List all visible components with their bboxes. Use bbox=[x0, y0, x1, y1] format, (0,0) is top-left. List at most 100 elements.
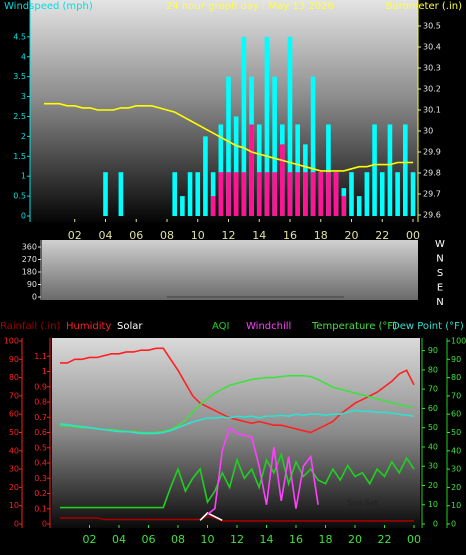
bar bbox=[249, 124, 254, 216]
panel-background bbox=[42, 240, 418, 300]
bar bbox=[364, 172, 370, 216]
series-line bbox=[60, 347, 415, 434]
x-tick-label: 12 bbox=[230, 533, 244, 546]
y-tick-label: 0 bbox=[14, 520, 19, 529]
bar bbox=[403, 124, 408, 216]
bar bbox=[272, 172, 277, 216]
y3-tick-label: 0.2 bbox=[34, 489, 47, 498]
series-line bbox=[59, 409, 415, 435]
x-tick-label: 14 bbox=[252, 229, 266, 242]
y-tick-label: 180 bbox=[22, 268, 37, 277]
y2-tick-label: 30.2 bbox=[423, 85, 441, 94]
bar bbox=[233, 116, 239, 216]
bar bbox=[272, 76, 277, 217]
y2-tick-label: 30 bbox=[428, 462, 438, 471]
x-tick-label: 02 bbox=[83, 533, 97, 546]
compass-label: N bbox=[436, 297, 443, 308]
x-tick-label: 18 bbox=[314, 229, 328, 242]
bar bbox=[295, 124, 300, 216]
bar bbox=[341, 196, 347, 216]
bar bbox=[310, 76, 316, 217]
x-tick-label: 02 bbox=[68, 229, 82, 242]
y3-tick-label: 0 bbox=[42, 520, 47, 529]
y2-tick-label: 90 bbox=[428, 346, 438, 355]
x-tick-label: 00 bbox=[406, 229, 420, 242]
y2-tick-label: 30.3 bbox=[423, 64, 441, 73]
x-tick-label: 08 bbox=[171, 533, 185, 546]
x-tick-label: 22 bbox=[378, 533, 392, 546]
y2-tick-label: 29.8 bbox=[423, 169, 441, 178]
legend-label: Rainfall (.in) bbox=[0, 321, 61, 332]
bar bbox=[233, 172, 239, 216]
series-line bbox=[207, 426, 319, 515]
y3-tick-label: 1 bbox=[42, 367, 47, 376]
y-tick-label: 90 bbox=[9, 355, 19, 364]
y3-tick-label: 0.4 bbox=[34, 459, 47, 468]
bar bbox=[410, 172, 416, 216]
y4-tick-label: 50 bbox=[451, 428, 461, 437]
x-tick-label: 04 bbox=[112, 533, 126, 546]
bar bbox=[287, 172, 293, 216]
y-tick-label: 0 bbox=[21, 212, 26, 221]
y-tick-label: 1.5 bbox=[13, 152, 26, 161]
y3-tick-label: 0.6 bbox=[34, 428, 47, 437]
bar bbox=[180, 196, 185, 216]
compass-label: W bbox=[435, 239, 445, 250]
y2-tick-label: 70 bbox=[428, 385, 438, 394]
y4-tick-label: 30 bbox=[451, 465, 461, 474]
x-tick-label: 06 bbox=[142, 533, 156, 546]
y-tick-label: 360 bbox=[22, 243, 37, 252]
bar bbox=[226, 172, 231, 216]
bar bbox=[326, 172, 331, 216]
series-line bbox=[60, 451, 415, 509]
y2-tick-label: 80 bbox=[428, 365, 438, 374]
bar bbox=[280, 144, 285, 216]
x-tick-label: 22 bbox=[375, 229, 389, 242]
bar bbox=[256, 172, 262, 216]
x-tick-label: 08 bbox=[160, 229, 174, 242]
bar bbox=[256, 124, 262, 216]
y-tick-label: 3 bbox=[21, 92, 26, 101]
y2-axis-title: Barometer (.in) bbox=[386, 1, 462, 12]
y3-tick-label: 0.5 bbox=[34, 443, 47, 452]
y3-tick-label: 1.1 bbox=[34, 352, 47, 361]
y4-tick-label: 60 bbox=[451, 410, 461, 419]
y2-tick-label: 29.7 bbox=[423, 190, 441, 199]
y3-tick-label: 0.8 bbox=[34, 398, 47, 407]
compass-label: N bbox=[436, 254, 443, 265]
series-line bbox=[44, 102, 413, 172]
bar bbox=[310, 172, 316, 216]
legend-label: Solar bbox=[117, 321, 143, 332]
bar bbox=[264, 36, 270, 216]
y-tick-label: 1 bbox=[21, 172, 26, 181]
y-tick-label: 3.5 bbox=[13, 72, 26, 81]
series-line bbox=[60, 515, 414, 522]
compass-label: E bbox=[437, 283, 443, 294]
bar bbox=[210, 196, 216, 216]
y3-tick-label: 0.9 bbox=[34, 382, 47, 391]
y4-tick-label: 20 bbox=[451, 483, 461, 492]
y-tick-label: 4 bbox=[21, 52, 26, 61]
y-tick-label: 50 bbox=[9, 428, 19, 437]
y4-tick-label: 0 bbox=[451, 520, 456, 529]
legend-label: AQI bbox=[212, 321, 230, 332]
y-tick-label: 0.5 bbox=[13, 192, 26, 201]
bar bbox=[218, 124, 224, 216]
y2-tick-label: 30.1 bbox=[423, 106, 441, 115]
y4-tick-label: 80 bbox=[451, 373, 461, 382]
y2-tick-label: 0 bbox=[433, 520, 438, 529]
series-line bbox=[199, 512, 223, 522]
bar bbox=[172, 172, 177, 216]
bar bbox=[395, 172, 400, 216]
bar bbox=[226, 76, 231, 217]
y-tick-label: 0 bbox=[32, 293, 37, 302]
bar bbox=[241, 172, 247, 216]
x-tick-label: 16 bbox=[289, 533, 303, 546]
bar bbox=[210, 172, 216, 216]
x-tick-label: 10 bbox=[191, 229, 205, 242]
y-tick-label: 2.5 bbox=[13, 112, 26, 121]
bar bbox=[356, 196, 362, 216]
legend-label: Dew Point (°F) bbox=[392, 321, 464, 332]
compass-label: S bbox=[437, 268, 443, 279]
